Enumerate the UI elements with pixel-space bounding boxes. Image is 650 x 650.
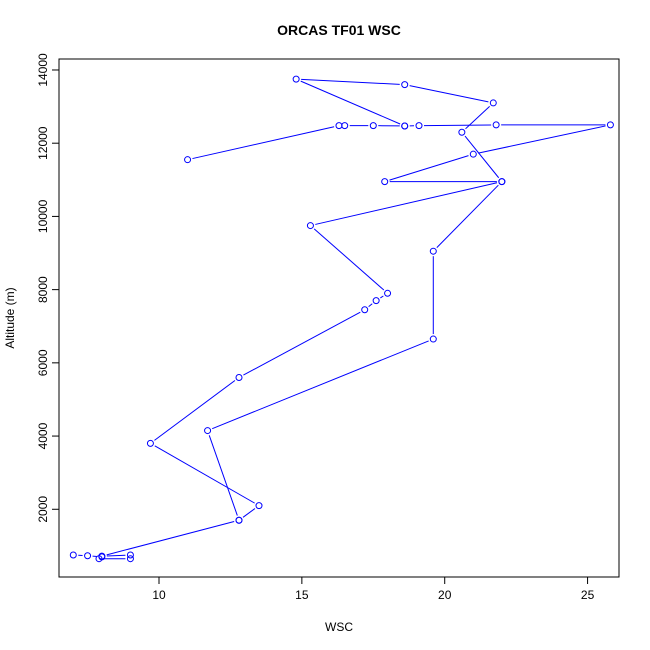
data-point bbox=[235, 516, 243, 524]
series-segment bbox=[192, 126, 335, 160]
x-tick-label: 10 bbox=[152, 588, 166, 602]
data-point bbox=[369, 122, 377, 130]
series-segment bbox=[315, 182, 498, 225]
data-point bbox=[492, 121, 500, 129]
series-segment bbox=[106, 554, 126, 557]
x-tick-label: 25 bbox=[581, 588, 595, 602]
y-tick-label: 8000 bbox=[36, 276, 50, 303]
data-point bbox=[458, 128, 466, 136]
data-point bbox=[126, 551, 134, 559]
data-point bbox=[401, 81, 409, 89]
data-point bbox=[306, 222, 314, 230]
y-tick-label: 4000 bbox=[36, 422, 50, 449]
series-segment bbox=[212, 340, 429, 430]
series-segment bbox=[436, 184, 499, 248]
y-tick-label: 2000 bbox=[36, 496, 50, 523]
series-segment bbox=[301, 78, 400, 85]
data-point bbox=[606, 121, 614, 129]
data-point bbox=[384, 289, 392, 297]
series-segment bbox=[380, 295, 384, 299]
data-point bbox=[84, 552, 92, 560]
data-point bbox=[235, 373, 243, 381]
data-point bbox=[469, 150, 477, 158]
data-point bbox=[401, 122, 409, 130]
series-segment bbox=[409, 85, 489, 103]
plot-frame bbox=[58, 58, 620, 578]
series-segment bbox=[106, 521, 235, 556]
chart-title: ORCAS TF01 WSC bbox=[277, 22, 401, 38]
series-segment bbox=[154, 380, 236, 441]
series-segment bbox=[464, 135, 500, 179]
series-segment bbox=[208, 435, 238, 516]
data-point bbox=[429, 335, 437, 343]
x-tick-label: 20 bbox=[438, 588, 452, 602]
data-point bbox=[255, 502, 263, 510]
series-segment bbox=[154, 445, 255, 504]
series-segment bbox=[242, 508, 256, 518]
y-tick-label: 10000 bbox=[36, 199, 50, 233]
data-point bbox=[204, 427, 212, 435]
data-point bbox=[415, 122, 423, 130]
x-tick-label: 15 bbox=[295, 588, 309, 602]
y-tick-label: 12000 bbox=[36, 126, 50, 160]
series-segment bbox=[368, 303, 373, 308]
y-axis-label: Altitude (m) bbox=[3, 287, 17, 348]
data-point bbox=[292, 75, 300, 83]
series-segment bbox=[300, 80, 401, 125]
series-segment bbox=[389, 155, 469, 181]
series-segment bbox=[478, 125, 606, 154]
series-segment bbox=[465, 105, 490, 130]
data-point bbox=[184, 156, 192, 164]
data-point bbox=[381, 178, 389, 186]
data-point bbox=[98, 552, 106, 560]
y-axis: 2000 4000 6000 8000 10000 12000 14000 bbox=[36, 53, 59, 523]
series-layer bbox=[69, 75, 614, 563]
data-point bbox=[489, 99, 497, 107]
series-segment bbox=[243, 311, 361, 376]
data-point bbox=[335, 122, 343, 130]
data-point bbox=[126, 555, 134, 563]
x-axis-label: WSC bbox=[325, 620, 353, 634]
data-point bbox=[341, 122, 349, 130]
y-tick-label: 6000 bbox=[36, 349, 50, 376]
x-axis: 10 15 20 25 bbox=[152, 577, 595, 602]
data-point bbox=[361, 306, 369, 314]
series-0 bbox=[69, 121, 614, 563]
series-segment bbox=[423, 124, 492, 127]
series-segment bbox=[313, 228, 385, 291]
data-point bbox=[372, 297, 380, 305]
series-1 bbox=[204, 75, 506, 524]
data-point bbox=[498, 178, 506, 186]
data-point bbox=[146, 439, 154, 447]
data-point bbox=[69, 551, 77, 559]
data-point bbox=[429, 247, 437, 255]
y-tick-label: 14000 bbox=[36, 53, 50, 87]
